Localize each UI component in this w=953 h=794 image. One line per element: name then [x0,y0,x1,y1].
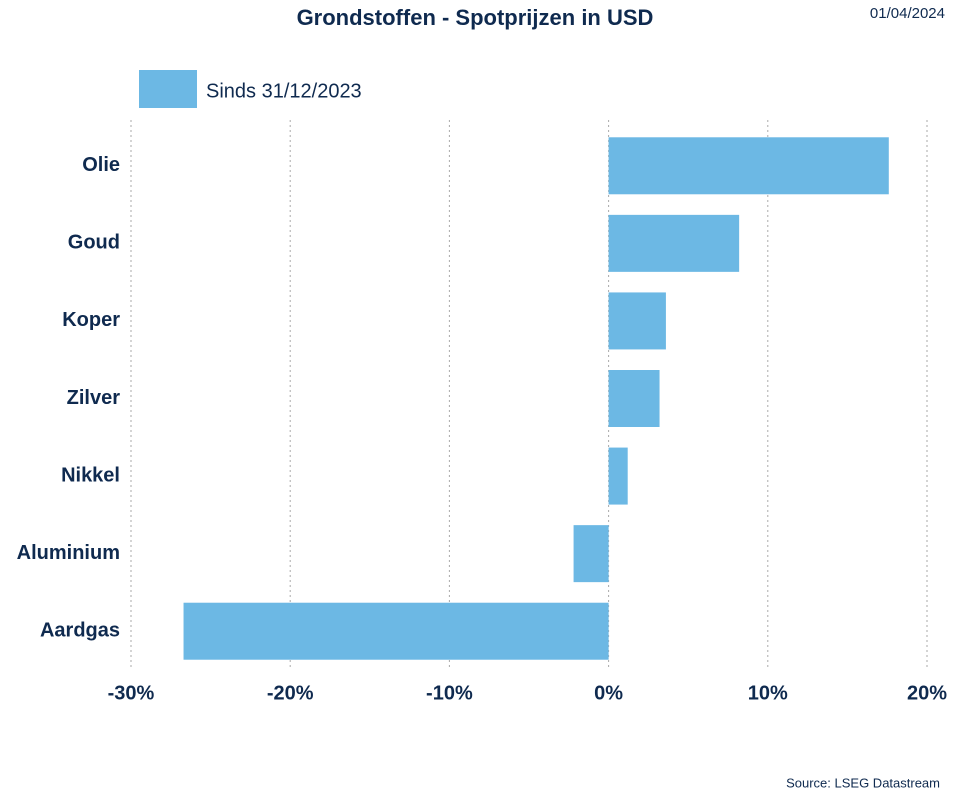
y-tick-label: Aardgas [40,619,120,641]
y-tick-label: Nikkel [61,464,120,486]
bar [573,525,609,583]
x-tick-label: 10% [748,682,788,704]
bar [608,137,889,195]
chart-title: Grondstoffen - Spotprijzen in USD [297,5,654,30]
bar [608,447,628,505]
y-tick-label: Zilver [67,387,121,409]
bar [608,292,666,350]
x-tick-label: -30% [108,682,155,704]
source: Source: LSEG Datastream [786,775,940,790]
y-tick-label: Aluminium [17,542,120,564]
legend-label: Sinds 31/12/2023 [206,80,362,102]
y-tick-label: Koper [62,309,120,331]
bar [183,602,609,660]
x-tick-label: -20% [267,682,314,704]
legend-swatch [139,70,197,108]
y-tick-label: Olie [82,154,120,176]
x-tick-label: 20% [907,682,947,704]
bar [608,370,660,427]
bar [608,214,740,272]
date: 01/04/2024 [870,5,945,22]
x-tick-label: 0% [594,682,623,704]
x-tick-label: -10% [426,682,473,704]
y-tick-label: Goud [68,232,120,254]
